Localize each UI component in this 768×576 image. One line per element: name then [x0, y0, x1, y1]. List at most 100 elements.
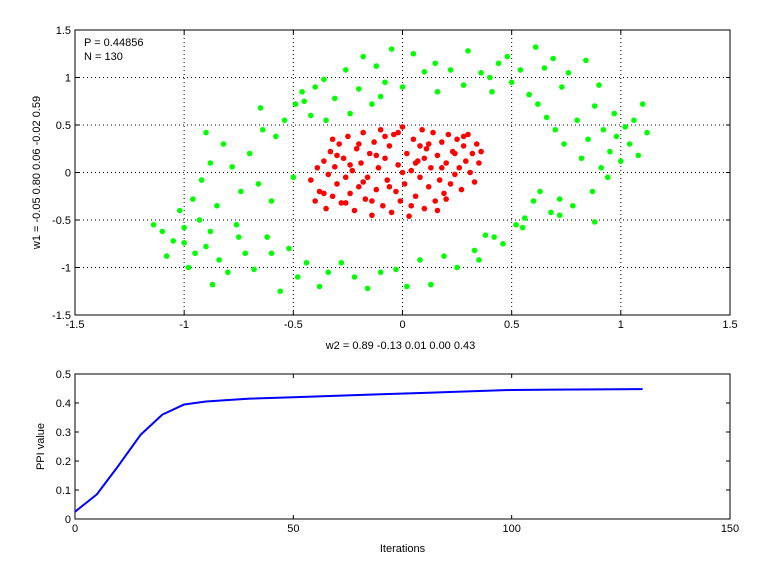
inner-cluster-point [465, 131, 471, 138]
outer-ring-point [159, 228, 166, 235]
outer-ring-point [255, 181, 262, 187]
inner-cluster-point [388, 209, 395, 216]
outer-ring-point [434, 88, 441, 95]
outer-ring-point [607, 148, 613, 155]
outer-ring-point [268, 250, 275, 257]
outer-ring-point [508, 79, 515, 86]
inner-cluster-point [382, 133, 388, 140]
inner-cluster-point [384, 177, 391, 183]
outer-ring-point [410, 50, 417, 57]
outer-ring-point [482, 232, 489, 238]
outer-ring-point [404, 283, 410, 290]
inner-cluster-point [408, 167, 415, 174]
outer-ring-point [356, 86, 362, 92]
inner-cluster-point [439, 139, 445, 145]
outer-ring-point [294, 274, 301, 280]
outer-ring-point [432, 60, 439, 67]
inner-cluster-point [349, 167, 356, 174]
outer-ring-point [347, 110, 353, 117]
inner-cluster-point [321, 190, 327, 197]
outer-ring-point [316, 283, 323, 290]
x-tick-label: 0 [399, 319, 405, 331]
inner-cluster-point [327, 148, 334, 155]
y-tick-label: 0 [65, 168, 71, 180]
inner-cluster-point [419, 126, 425, 133]
ppi-series-line [74, 388, 643, 513]
outer-ring-point [190, 196, 196, 202]
x-tick-label: 1 [618, 319, 624, 331]
outer-ring-point [235, 234, 242, 240]
outer-ring-point [382, 79, 388, 86]
inner-cluster-point [373, 152, 380, 159]
y-tick-label: 0.3 [56, 427, 71, 439]
inner-cluster-point [377, 126, 384, 133]
inner-cluster-point [428, 164, 434, 171]
outer-ring-point [281, 117, 288, 124]
outer-ring-point [303, 259, 310, 266]
outer-ring-point [163, 253, 170, 259]
inner-cluster-point [334, 152, 340, 159]
x-tick-label: 0 [72, 523, 78, 535]
inner-cluster-point [473, 141, 480, 147]
inner-cluster-point [410, 136, 417, 143]
outer-ring-point [360, 53, 367, 60]
inner-cluster-point [408, 202, 415, 209]
y-tick-label: -0.5 [52, 215, 71, 227]
outer-ring-point [198, 177, 205, 183]
outer-ring-point [207, 228, 214, 235]
inner-cluster-point [353, 145, 360, 152]
inner-cluster-point [308, 177, 314, 183]
inner-cluster-point [436, 177, 443, 183]
inner-cluster-point [340, 155, 347, 162]
outer-ring-point [565, 69, 572, 76]
inner-cluster-point [432, 198, 439, 204]
inner-cluster-point [401, 181, 408, 187]
outer-ring-point [268, 198, 275, 204]
inner-cluster-point [362, 196, 369, 202]
outer-ring-point [177, 207, 183, 214]
outer-ring-point [535, 101, 541, 107]
outer-ring-point [299, 88, 305, 95]
inner-cluster-point [382, 155, 388, 162]
outer-ring-point [574, 117, 580, 124]
x-tick-label: 150 [721, 523, 739, 535]
outer-ring-point [290, 174, 297, 181]
inner-cluster-point [421, 155, 428, 162]
inner-cluster-point [336, 141, 342, 147]
outer-ring-point [596, 82, 602, 88]
inner-cluster-point [443, 196, 449, 202]
inner-cluster-point [443, 160, 449, 166]
inner-cluster-point [386, 143, 393, 149]
outer-ring-point [589, 188, 596, 195]
inner-cluster-point [369, 198, 375, 204]
outer-ring-point [242, 250, 249, 257]
inner-cluster-point [460, 133, 467, 140]
inner-cluster-point [332, 164, 338, 170]
outer-ring-point [622, 124, 628, 130]
outer-ring-point [150, 221, 157, 228]
outer-ring-point [308, 112, 314, 119]
inner-cluster-point [395, 129, 401, 136]
outer-ring-point [519, 224, 526, 231]
y-tick-label: 1.5 [56, 25, 71, 37]
outer-ring-point [286, 245, 292, 252]
inner-cluster-point [417, 143, 423, 149]
outer-ring-point [591, 219, 598, 225]
outer-ring-point [489, 88, 495, 95]
inner-cluster-point [399, 169, 406, 176]
inner-cluster-point [347, 190, 353, 197]
outer-ring-point [613, 133, 620, 140]
outer-ring-point [550, 55, 556, 62]
outer-ring-point [487, 74, 493, 81]
inner-cluster-point [456, 164, 463, 171]
outer-ring-point [600, 126, 607, 133]
inner-cluster-point [312, 198, 318, 204]
outer-ring-point [321, 76, 327, 83]
outer-ring-point [229, 164, 235, 170]
x-tick-label: 0.5 [504, 319, 519, 331]
outer-ring-point [495, 60, 502, 67]
inner-cluster-point [434, 152, 441, 159]
outer-ring-point [342, 67, 349, 73]
inner-cluster-point [399, 124, 406, 130]
